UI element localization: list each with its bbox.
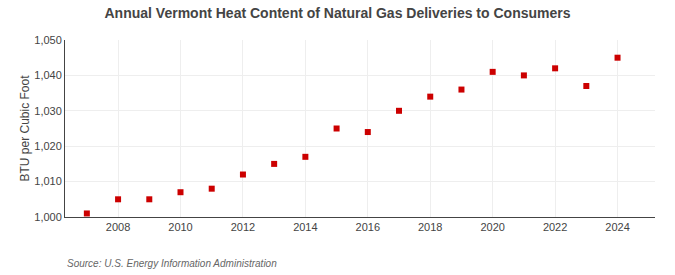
svg-text:2016: 2016 — [356, 221, 380, 233]
svg-text:1,050: 1,050 — [34, 34, 62, 46]
svg-text:2012: 2012 — [231, 221, 255, 233]
svg-text:Source: U.S. Energy Informatio: Source: U.S. Energy Information Administ… — [67, 258, 277, 269]
svg-text:2022: 2022 — [543, 221, 567, 233]
svg-text:1,030: 1,030 — [34, 105, 62, 117]
svg-text:1,020: 1,020 — [34, 140, 62, 152]
svg-text:Annual Vermont Heat Content of: Annual Vermont Heat Content of Natural G… — [105, 5, 571, 21]
svg-text:2018: 2018 — [418, 221, 442, 233]
svg-text:2014: 2014 — [293, 221, 317, 233]
svg-text:2020: 2020 — [480, 221, 504, 233]
svg-text:1,000: 1,000 — [34, 211, 62, 223]
svg-text:BTU per Cubic Foot: BTU per Cubic Foot — [18, 75, 32, 182]
svg-text:1,010: 1,010 — [34, 175, 62, 187]
svg-text:1,040: 1,040 — [34, 69, 62, 81]
svg-text:2024: 2024 — [605, 221, 629, 233]
svg-text:2008: 2008 — [106, 221, 130, 233]
svg-text:2010: 2010 — [168, 221, 192, 233]
